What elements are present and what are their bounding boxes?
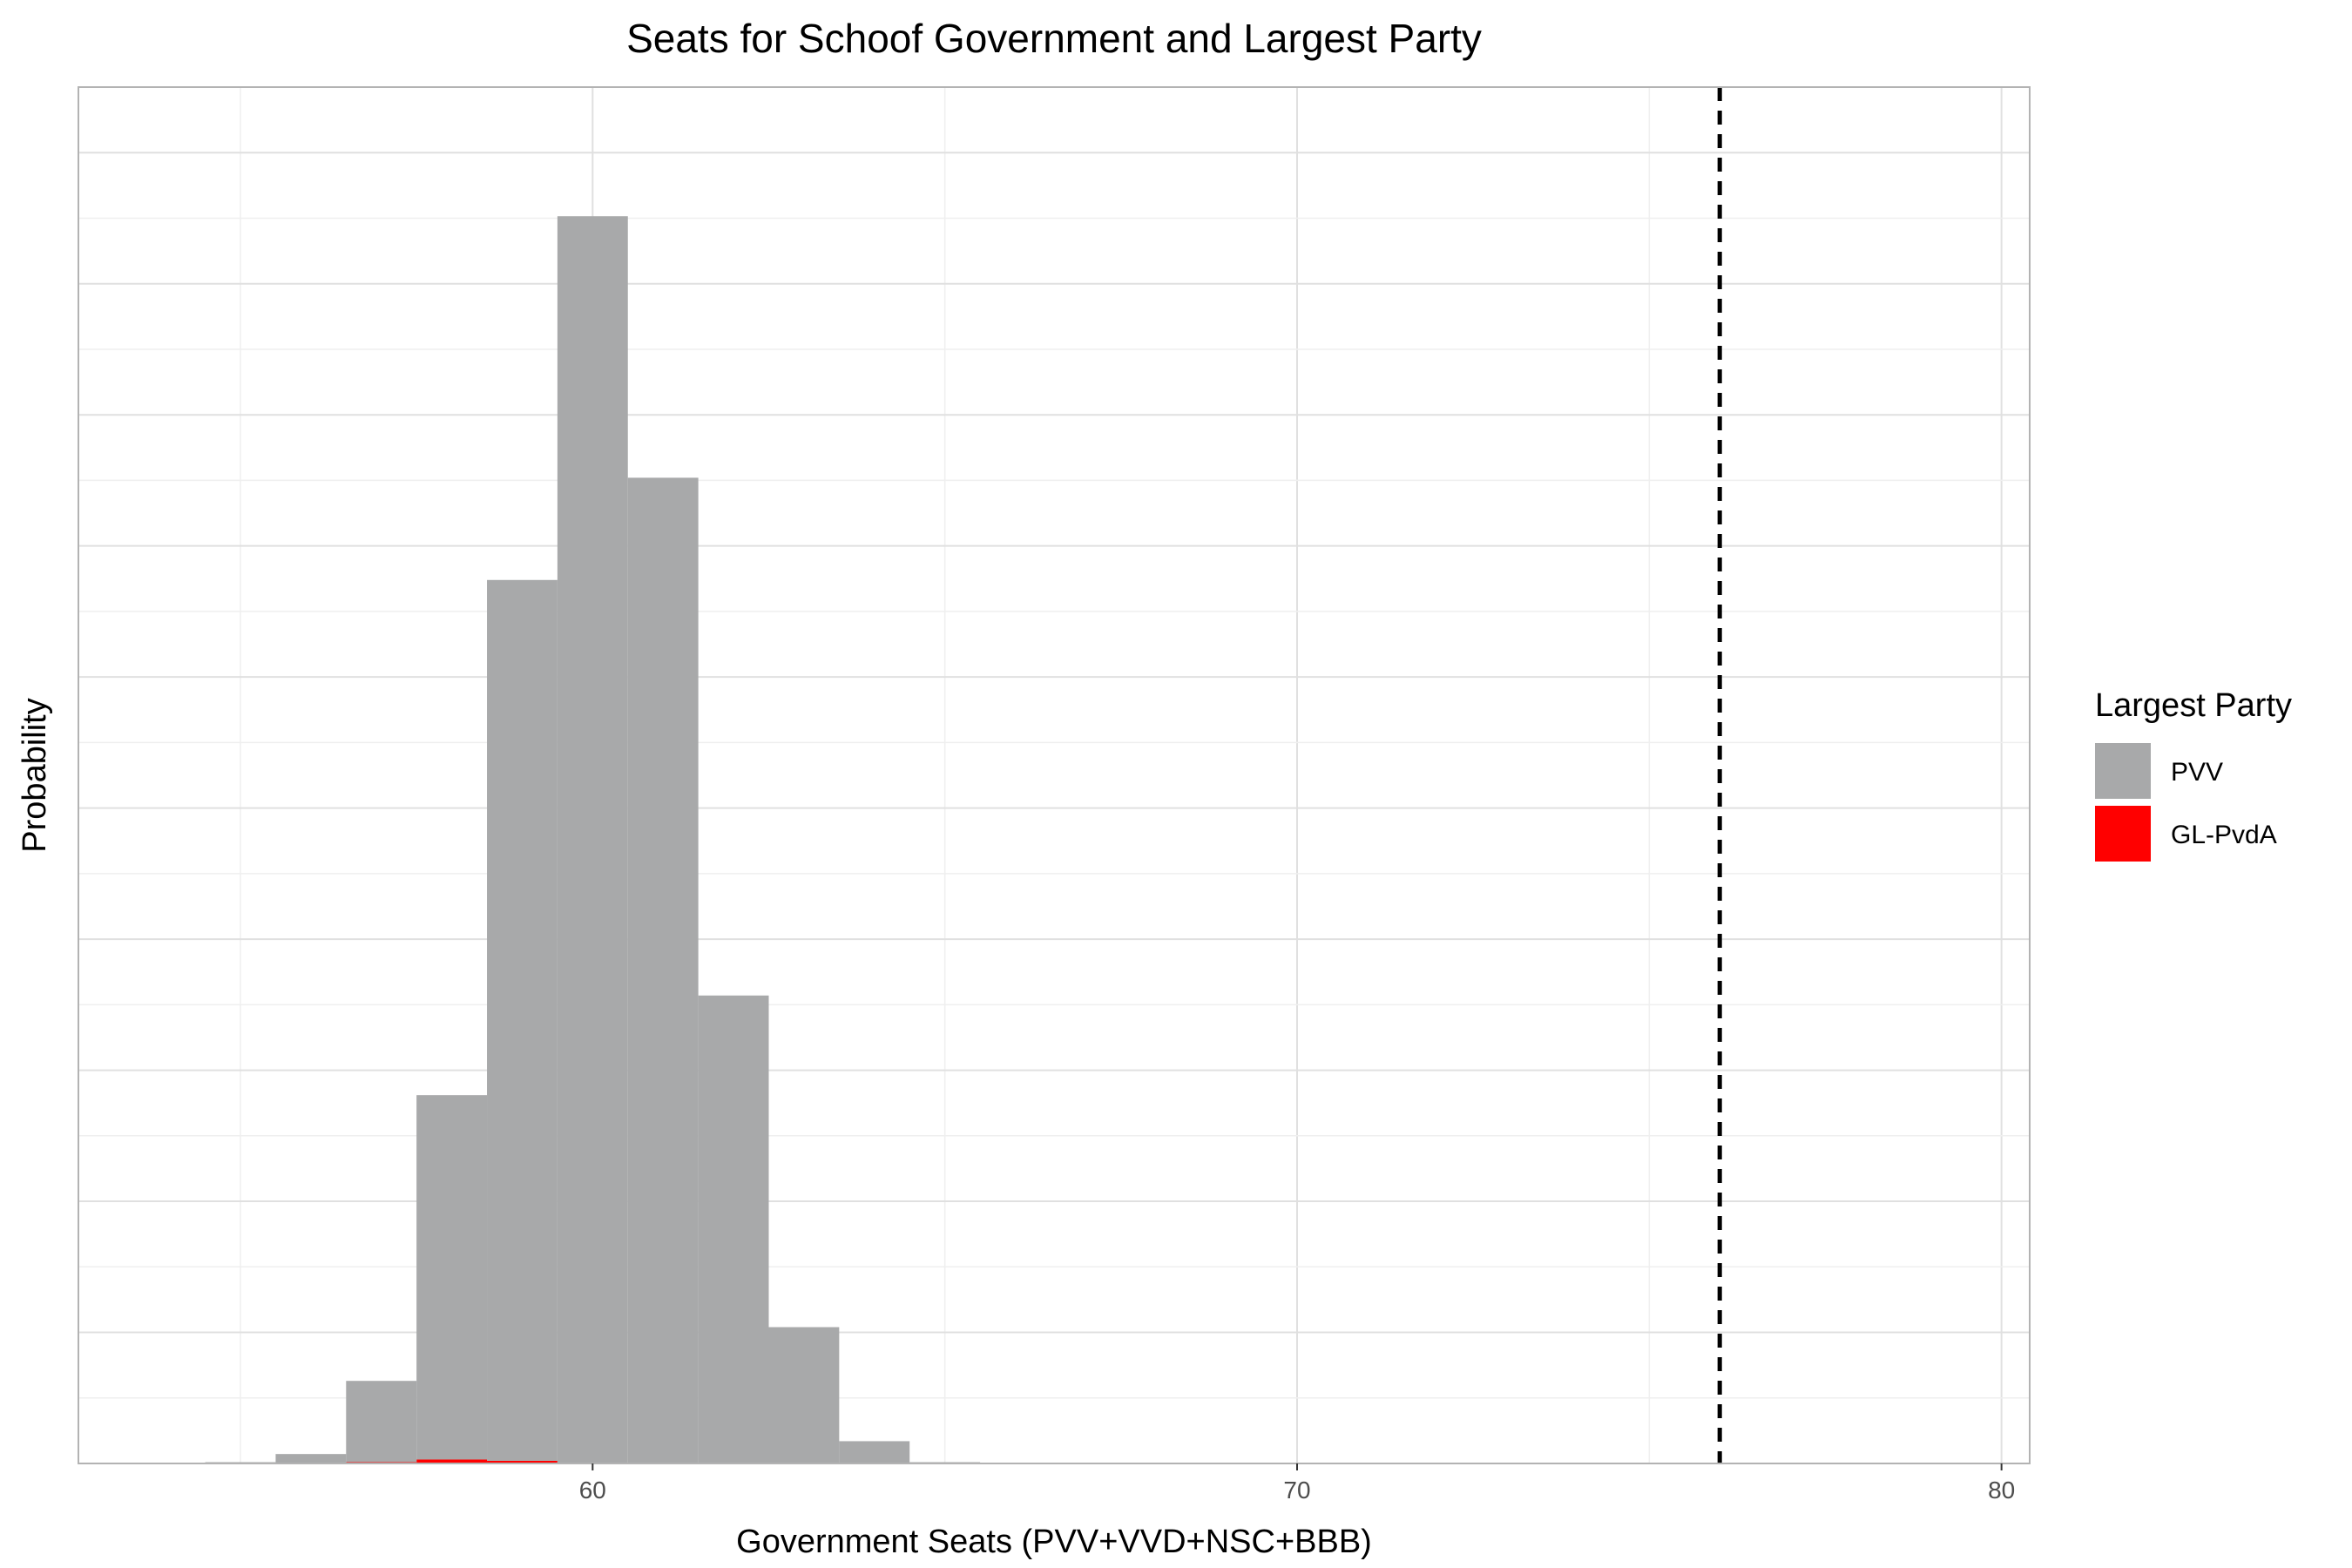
x-axis-ticks: 60 70 80 bbox=[579, 1463, 2015, 1504]
bar-gl-pvda-59 bbox=[487, 1460, 558, 1463]
histogram-bars bbox=[205, 216, 981, 1464]
bar-pvv-63 bbox=[768, 1327, 840, 1463]
legend-title: Largest Party bbox=[2095, 687, 2292, 724]
legend-items: PVV GL-PvdA bbox=[2095, 743, 2277, 862]
chart-title: Seats for Schoof Government and Largest … bbox=[626, 16, 1482, 61]
legend-label: PVV bbox=[2171, 758, 2223, 787]
x-tick-label: 60 bbox=[579, 1477, 606, 1504]
bar-pvv-57 bbox=[346, 1381, 417, 1463]
bar-pvv-56 bbox=[275, 1454, 347, 1463]
y-axis-label: Probability bbox=[17, 698, 53, 852]
plot-border bbox=[78, 86, 2031, 1464]
legend-swatch bbox=[2095, 806, 2151, 862]
bar-pvv-58 bbox=[416, 1095, 488, 1460]
x-tick-label: 80 bbox=[1988, 1477, 2015, 1504]
legend-swatch bbox=[2095, 743, 2151, 799]
legend: Largest Party PVV GL-PvdA bbox=[2095, 687, 2292, 862]
bar-pvv-59 bbox=[487, 579, 558, 1461]
bar-gl-pvda-58 bbox=[416, 1459, 488, 1463]
bar-pvv-61 bbox=[627, 477, 699, 1463]
legend-label: GL-PvdA bbox=[2171, 821, 2277, 849]
plot-panel bbox=[78, 87, 2030, 1463]
bar-pvv-60 bbox=[557, 216, 628, 1463]
x-axis-label: Government Seats (PVV+VVD+NSC+BBB) bbox=[736, 1524, 1372, 1560]
bar-pvv-64 bbox=[839, 1441, 910, 1463]
bar-pvv-62 bbox=[698, 995, 769, 1463]
grid-lines bbox=[78, 87, 2030, 1463]
x-tick-label: 70 bbox=[1283, 1477, 1310, 1504]
